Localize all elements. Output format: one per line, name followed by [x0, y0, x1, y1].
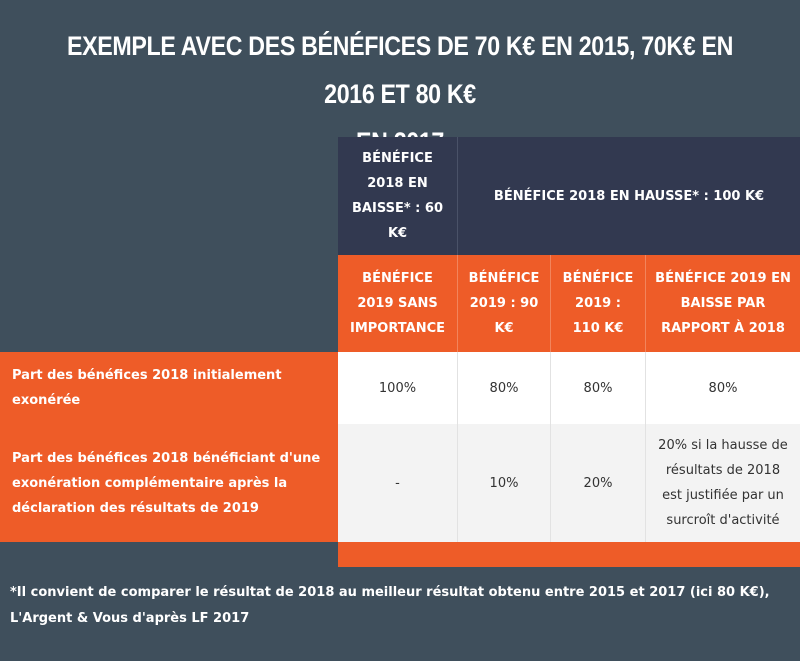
last-cell-line-2: résultats de 2018 — [665, 463, 781, 478]
last-cell-line-3: est justifiée par un — [662, 488, 784, 503]
table-cell: 10% — [458, 424, 551, 542]
subheader-3-line-1: BÉNÉFICE — [562, 271, 634, 286]
table-cell-surcroit-activite: 20% si la hausse de résultats de 2018 es… — [646, 424, 800, 542]
subheader-90k: BÉNÉFICE 2019 : 90 K€ — [458, 255, 551, 352]
row-label-exoneration-complementaire: Part des bénéfices 2018 bénéficiant d'un… — [0, 424, 338, 542]
subheader-1-line-3: IMPORTANCE — [350, 321, 445, 336]
subheader-baisse-2019: BÉNÉFICE 2019 EN BAISSE PAR RAPPORT À 20… — [646, 255, 800, 352]
row-2-label-line-3: déclaration des résultats de 2019 — [12, 500, 259, 516]
footnote-line-1: *Il convient de comparer le résultat de … — [10, 585, 770, 600]
table-cell: 80% — [646, 352, 800, 424]
header-baisse-2018: BÉNÉFICE 2018 EN BAISSE* : 60 K€ — [338, 137, 458, 255]
header-hausse-2018: BÉNÉFICE 2018 EN HAUSSE* : 100 K€ — [458, 137, 800, 255]
table-cell: - — [338, 424, 458, 542]
header-hausse-label: BÉNÉFICE 2018 EN HAUSSE* : 100 K€ — [493, 188, 765, 204]
table-cell: 20% — [551, 424, 646, 542]
subheader-3-line-2: 2019 : — [575, 296, 621, 311]
subheader-1-line-2: 2019 SANS — [357, 296, 438, 311]
subheader-sans-importance: BÉNÉFICE 2019 SANS IMPORTANCE — [338, 255, 458, 352]
table-cell: 80% — [458, 352, 551, 424]
subheader-110k: BÉNÉFICE 2019 : 110 K€ — [551, 255, 646, 352]
header-baisse-line-2: 2018 EN — [367, 176, 428, 191]
row-1-label-line-1: Part des bénéfices 2018 initialement — [12, 368, 282, 383]
row-label-initialement-exoneree: Part des bénéfices 2018 initialement exo… — [0, 352, 338, 424]
header-baisse-line-4: K€ — [387, 226, 408, 241]
subheader-4-line-3: RAPPORT À 2018 — [661, 321, 785, 336]
subheader-2-line-2: 2019 : 90 — [469, 296, 539, 311]
table-bottom-band — [338, 542, 800, 567]
last-cell-line-4: surcroît d'activité — [666, 513, 780, 528]
table-cell: 80% — [551, 352, 646, 424]
subheader-4-line-1: BÉNÉFICE 2019 EN — [655, 271, 791, 286]
footnote: *Il convient de comparer le résultat de … — [10, 580, 790, 632]
row-2-label-line-2: exonération complémentaire après la — [12, 475, 288, 491]
header-baisse-line-1: BÉNÉFICE — [362, 151, 433, 166]
header-baisse-line-3: BAISSE* : 60 — [352, 201, 443, 216]
last-cell-line-1: 20% si la hausse de — [658, 438, 788, 453]
subheader-1-line-1: BÉNÉFICE — [362, 271, 433, 286]
subheader-3-line-3: 110 K€ — [572, 321, 624, 336]
table-cell: 100% — [338, 352, 458, 424]
row-2-label-line-1: Part des bénéfices 2018 bénéficiant d'un… — [12, 450, 321, 466]
row-1-label-line-2: exonérée — [12, 393, 81, 408]
subheader-2-line-3: K€ — [494, 321, 514, 336]
subheader-2-line-1: BÉNÉFICE — [468, 271, 540, 286]
page-title: EXEMPLE AVEC DES BÉNÉFICES DE 70 K€ EN 2… — [56, 22, 744, 166]
subheader-4-line-2: BAISSE PAR — [680, 296, 766, 311]
page-title-line-1: EXEMPLE AVEC DES BÉNÉFICES DE 70 K€ EN 2… — [66, 31, 734, 109]
footnote-line-2: L'Argent & Vous d'après LF 2017 — [10, 611, 250, 626]
